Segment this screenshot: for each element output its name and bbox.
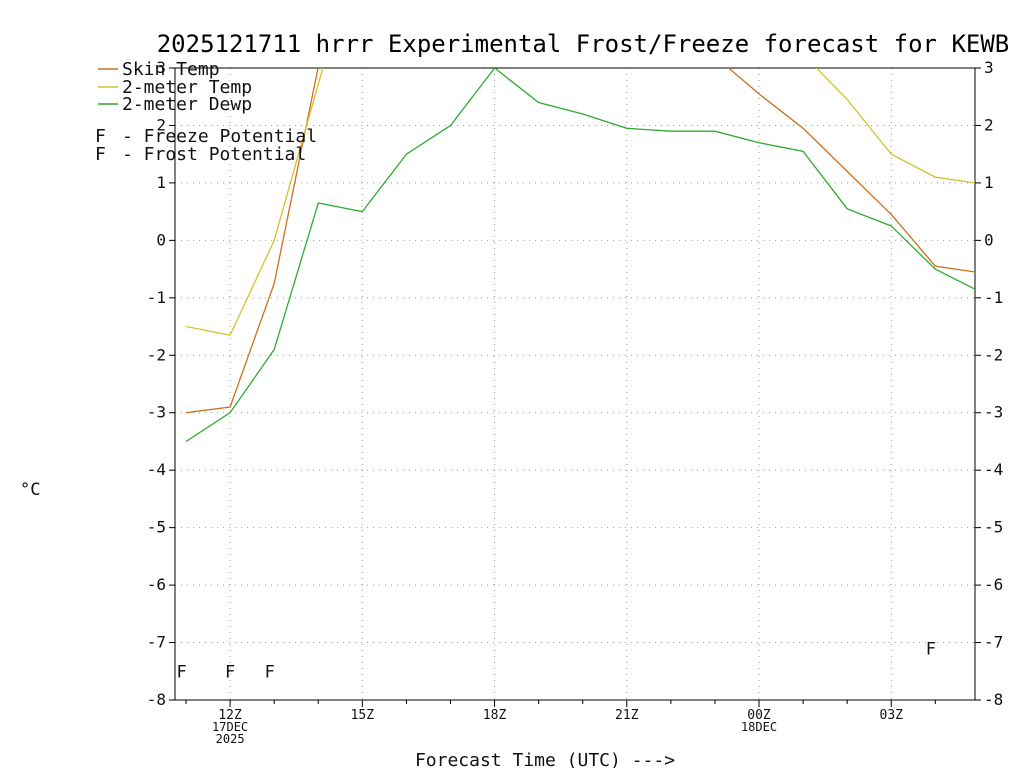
y-tick-label-right: -6 — [984, 575, 1003, 594]
x-axis-label: Forecast Time (UTC) ---> — [415, 750, 675, 768]
y-tick-label-left: -1 — [147, 288, 166, 307]
legend-marker-symbol: F — [95, 126, 106, 147]
x-tick-date-label: 18DEC — [741, 720, 777, 734]
series-line-2-meter-temp — [185, 68, 324, 336]
y-tick-label-left: 3 — [156, 58, 166, 77]
y-tick-label-right: -8 — [984, 690, 1003, 709]
x-tick-label: 15Z — [351, 708, 375, 723]
series-line-skin-temp — [185, 68, 319, 414]
series-line-skin-temp — [727, 68, 975, 273]
legend-label: 2-meter Temp — [122, 77, 252, 98]
plot-border — [174, 67, 976, 701]
y-tick-label-left: -4 — [147, 460, 166, 479]
y-tick-label-left: -5 — [147, 518, 166, 537]
y-tick-label-left: 1 — [156, 173, 166, 192]
x-tick-label: 18Z — [483, 708, 507, 723]
y-tick-label-right: -1 — [984, 288, 1003, 307]
freeze-potential-marker: F — [176, 662, 186, 682]
y-axis: 3 3 2 2 1 1 0 0 -1 -1 -2 -2 -3 -3 -4 -4 -5 -5 -6 -6 -7 -7 -8 -8 — [147, 58, 1004, 709]
y-tick-label-right: -3 — [984, 403, 1003, 422]
y-tick-label-left: -2 — [147, 345, 166, 364]
y-tick-label-left: -6 — [147, 575, 166, 594]
y-tick-label-right: -5 — [984, 518, 1003, 537]
freeze-potential-marker: F — [265, 662, 275, 682]
potential-markers: F F F F — [176, 639, 936, 682]
y-tick-label-left: -7 — [147, 633, 166, 652]
y-tick-label-right: -2 — [984, 345, 1003, 364]
series-line-2-meter-dewp — [185, 68, 975, 443]
legend-label: - Freeze Potential — [122, 126, 317, 147]
legend-label: - Frost Potential — [122, 144, 306, 165]
x-tick-label: 03Z — [880, 708, 904, 723]
legend-marker-symbol: F — [95, 144, 106, 165]
y-tick-label-left: -3 — [147, 403, 166, 422]
x-tick-date-label: 17DEC — [212, 720, 248, 734]
legend-label: 2-meter Dewp — [122, 94, 252, 115]
y-axis-unit-label: °C — [20, 480, 40, 500]
freeze-potential-marker: F — [225, 662, 235, 682]
grid-lines — [175, 68, 975, 700]
legend-label: Skin Temp — [122, 59, 220, 80]
x-tick-label: 12Z — [218, 708, 242, 723]
y-tick-label-right: 1 — [984, 173, 994, 192]
y-tick-label-right: 0 — [984, 230, 994, 249]
y-tick-label-left: -8 — [147, 690, 166, 709]
x-tick-date-label: 2025 — [216, 732, 245, 746]
y-tick-label-right: -7 — [984, 633, 1003, 652]
series-lines — [185, 68, 975, 443]
chart-title: 2025121711 hrrr Experimental Frost/Freez… — [157, 30, 1010, 58]
y-tick-label-left: 2 — [156, 115, 166, 134]
y-tick-label-right: -4 — [984, 460, 1003, 479]
frost-potential-marker: F — [926, 639, 936, 659]
y-tick-label-left: 0 — [156, 230, 166, 249]
y-tick-label-right: 2 — [984, 115, 994, 134]
y-tick-label-right: 3 — [984, 58, 994, 77]
series-line-2-meter-temp — [815, 68, 975, 184]
x-tick-label: 21Z — [615, 708, 639, 723]
x-tick-label: 00Z — [747, 708, 771, 723]
